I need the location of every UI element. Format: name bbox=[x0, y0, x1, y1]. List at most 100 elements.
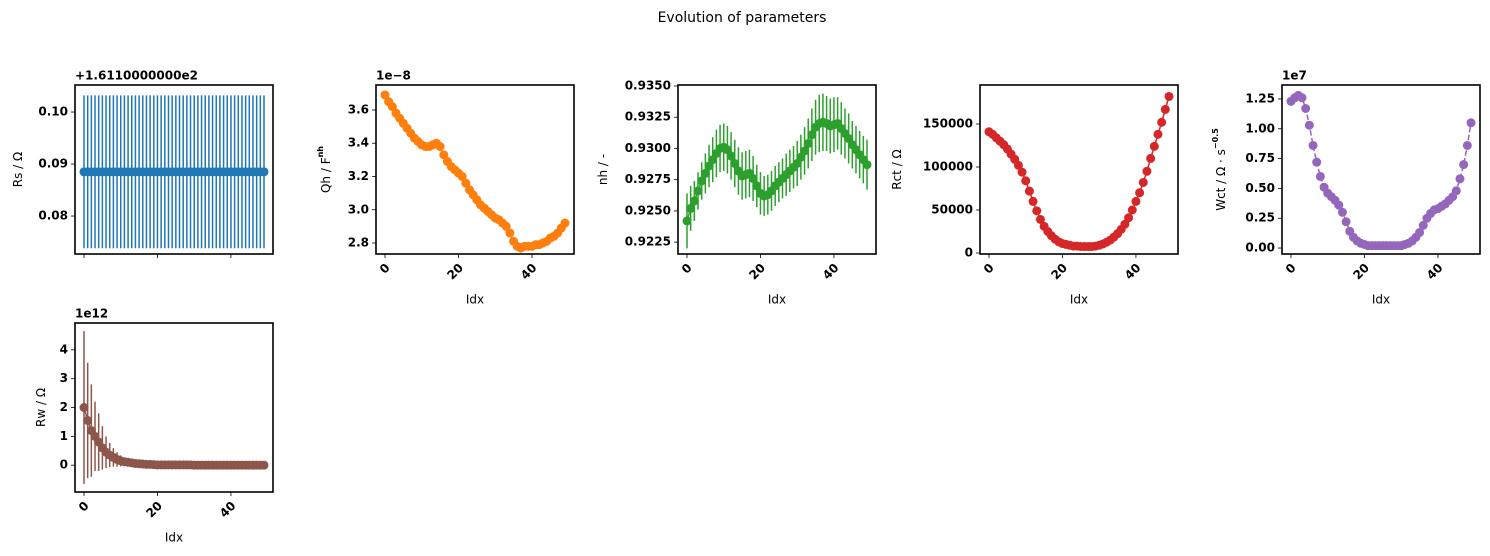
data-point bbox=[1146, 153, 1156, 163]
y-tick-label: 0.08 bbox=[38, 209, 68, 223]
y-tick-label: 1.25 bbox=[1245, 91, 1275, 105]
x-tick-label: 0 bbox=[981, 261, 997, 277]
data-point bbox=[686, 203, 696, 213]
x-tick-label: 40 bbox=[1424, 261, 1446, 283]
plot bbox=[380, 90, 570, 253]
data-point bbox=[1334, 200, 1344, 210]
offset-text: 1e12 bbox=[75, 307, 108, 321]
data-point bbox=[697, 176, 707, 186]
x-tick-label: 0 bbox=[679, 261, 695, 277]
figure-title: Evolution of parameters bbox=[658, 10, 827, 26]
data-point bbox=[1337, 207, 1347, 217]
x-tick-label: 20 bbox=[143, 499, 165, 521]
y-axis-label: Qh / Fnh bbox=[316, 146, 333, 193]
data-point bbox=[1017, 167, 1027, 177]
y-tick-label: 0.25 bbox=[1245, 211, 1275, 225]
x-tick-label: 40 bbox=[217, 499, 239, 521]
data-point bbox=[387, 102, 397, 112]
data-point bbox=[1153, 129, 1163, 139]
x-tick-label: 0 bbox=[377, 261, 393, 277]
data-point bbox=[1418, 220, 1428, 230]
y-axis-label-sup: −0.5 bbox=[1211, 128, 1220, 149]
y-axis-label: Rs / Ω bbox=[11, 152, 25, 187]
plot bbox=[79, 95, 269, 249]
data-point bbox=[83, 415, 93, 425]
y-axis-label-text: Qh / F bbox=[319, 157, 333, 193]
data-point bbox=[1462, 140, 1472, 150]
data-point bbox=[1160, 104, 1170, 114]
x-axis-label: Idx bbox=[165, 531, 183, 545]
y-tick-label: 0.50 bbox=[1245, 181, 1275, 195]
y-tick-label: 2.8 bbox=[348, 236, 369, 250]
y-tick-label: 0.9350 bbox=[625, 78, 671, 92]
x-tick-label: 20 bbox=[1048, 261, 1070, 283]
offset-text: +1.6110000000e2 bbox=[75, 69, 198, 83]
x-tick-label: 40 bbox=[1122, 261, 1144, 283]
y-axis-label-text: Rct / Ω bbox=[890, 149, 904, 189]
x-axis-label: Idx bbox=[466, 293, 484, 307]
x-tick-label: 40 bbox=[820, 261, 842, 283]
y-axis-label: nh / - bbox=[596, 154, 610, 185]
axes-frame bbox=[375, 84, 575, 255]
data-point bbox=[1164, 91, 1174, 101]
y-tick-label: 3 bbox=[60, 371, 68, 385]
y-tick-label: 0.9300 bbox=[625, 141, 671, 155]
data-point bbox=[1157, 117, 1167, 127]
x-tick-label: 20 bbox=[1350, 261, 1372, 283]
x-axis-label: Idx bbox=[768, 293, 786, 307]
data-point bbox=[1035, 214, 1045, 224]
data-point bbox=[1142, 166, 1152, 176]
x-tick-label: 0 bbox=[76, 499, 92, 515]
data-point bbox=[1308, 140, 1318, 150]
y-tick-label: 50000 bbox=[931, 203, 973, 217]
data-point bbox=[1149, 141, 1159, 151]
y-axis-label: Rct / Ω bbox=[890, 149, 904, 189]
y-tick-label: 3.2 bbox=[348, 169, 369, 183]
data-point bbox=[1415, 228, 1425, 238]
data-line bbox=[1290, 94, 1472, 247]
x-tick-label: 40 bbox=[518, 261, 540, 283]
y-tick-label: 3.4 bbox=[348, 136, 369, 150]
y-tick-label: 1 bbox=[60, 429, 68, 443]
y-tick-label: 0.9275 bbox=[625, 172, 671, 186]
data-point bbox=[259, 460, 269, 470]
y-axis-label: Rw / Ω bbox=[34, 388, 48, 427]
data-point bbox=[1455, 174, 1465, 184]
data-point bbox=[726, 151, 736, 161]
data-point bbox=[748, 173, 758, 183]
axes-frame bbox=[677, 84, 877, 255]
data-point bbox=[1131, 196, 1141, 206]
data-point bbox=[1024, 186, 1034, 196]
x-axis-label: Idx bbox=[1070, 293, 1088, 307]
data-point bbox=[435, 142, 445, 152]
data-point bbox=[1138, 177, 1148, 187]
data-point bbox=[1341, 217, 1351, 227]
data-point bbox=[1032, 206, 1042, 216]
data-point bbox=[807, 130, 817, 140]
y-tick-label: 3.6 bbox=[348, 102, 369, 116]
data-point bbox=[862, 160, 872, 170]
y-tick-label: 1.00 bbox=[1245, 121, 1275, 135]
data-point bbox=[259, 167, 269, 177]
data-point bbox=[79, 403, 89, 412]
data-point bbox=[501, 221, 511, 231]
y-tick-label: 4 bbox=[60, 342, 68, 356]
data-point bbox=[505, 228, 515, 238]
y-axis-label-text: nh / - bbox=[596, 154, 610, 185]
x-axis-label: Idx bbox=[1372, 293, 1390, 307]
y-axis-label: Wct / Ω · s−0.5 bbox=[1211, 128, 1228, 211]
y-tick-label: 0 bbox=[60, 458, 68, 472]
y-tick-label: 0.9325 bbox=[625, 110, 671, 124]
y-tick-label: 150000 bbox=[923, 117, 973, 131]
x-tick-label: 20 bbox=[746, 261, 768, 283]
y-tick-label: 3.0 bbox=[348, 202, 369, 216]
data-point bbox=[1127, 205, 1137, 215]
y-tick-label: 0.10 bbox=[38, 105, 68, 119]
data-point bbox=[752, 181, 762, 191]
data-point bbox=[682, 216, 692, 226]
plot bbox=[79, 331, 269, 484]
data-point bbox=[461, 178, 471, 188]
data-point bbox=[457, 171, 467, 181]
data-point bbox=[1466, 118, 1476, 128]
